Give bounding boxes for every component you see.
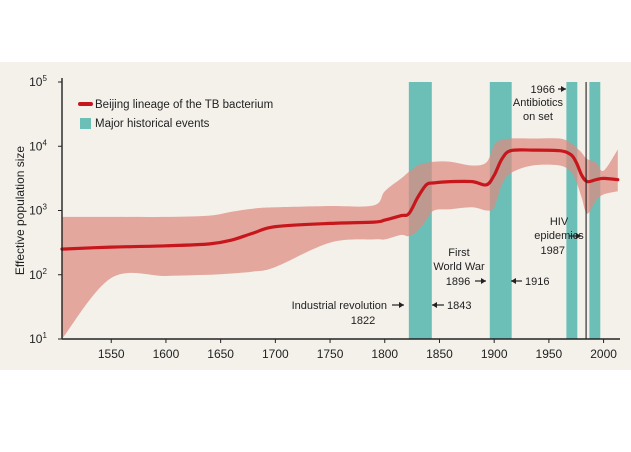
- legend-band-swatch: [80, 118, 91, 129]
- x-tick-label: 1800: [371, 347, 398, 361]
- annotation-ww1-line-2: World War: [433, 261, 485, 273]
- median-line: [60, 148, 620, 251]
- arrow-ww1-start-head: [481, 278, 486, 284]
- annotation-hiv-line-3: 1987: [541, 245, 565, 257]
- x-tick-label: 1750: [317, 347, 344, 361]
- x-tick-label: 1950: [536, 347, 563, 361]
- x-tick-label: 1850: [426, 347, 453, 361]
- x-tick-label: 1700: [262, 347, 289, 361]
- event-band-2: [489, 82, 512, 339]
- arrow-antibiotics-head: [561, 86, 566, 92]
- arrow-hiv-head: [576, 233, 581, 239]
- y-tick-exponent: 2: [42, 267, 47, 276]
- x-tick-label: 1900: [481, 347, 508, 361]
- confidence-band: [62, 138, 618, 339]
- legend-label-lineage: Beijing lineage of the TB bacterium: [95, 99, 273, 111]
- y-axis-label: Effective population size: [13, 146, 27, 276]
- arrow-ww1-end-head: [511, 278, 516, 284]
- x-tick-label: 1600: [153, 347, 180, 361]
- annotation-industrial-line-1: Industrial revolution: [292, 300, 387, 312]
- annotation-hiv-line-1: HIV: [550, 216, 569, 228]
- annotation-industrial-end: 1843: [447, 300, 471, 312]
- x-tick-label: 2000: [590, 347, 617, 361]
- x-tick-label: 1550: [98, 347, 125, 361]
- y-tick-exponent: 1: [42, 331, 47, 340]
- annotation-hiv-line-2: epidemics: [534, 230, 584, 242]
- annotation-antibiotics-line-1: 1966: [531, 84, 555, 96]
- arrow-industrial-start-head: [399, 302, 404, 308]
- x-tick-label: 1650: [207, 347, 234, 361]
- annotation-ww1-line-1: First: [448, 247, 469, 259]
- y-tick-exponent: 5: [42, 74, 47, 83]
- y-tick-exponent: 3: [42, 203, 47, 212]
- legend-label-events: Major historical events: [95, 118, 210, 130]
- annotation-ww1-line-3: 1896: [446, 276, 470, 288]
- event-band-4: [589, 82, 601, 339]
- annotation-antibiotics-line-3: on set: [523, 111, 553, 123]
- annotation-industrial-line-2: 1822: [351, 315, 375, 327]
- y-tick-exponent: 4: [42, 138, 47, 147]
- annotation-ww1-end: 1916: [525, 276, 549, 288]
- arrow-industrial-end-head: [432, 302, 437, 308]
- annotation-antibiotics-line-2: Antibiotics: [513, 97, 564, 109]
- event-band-3: [566, 82, 578, 339]
